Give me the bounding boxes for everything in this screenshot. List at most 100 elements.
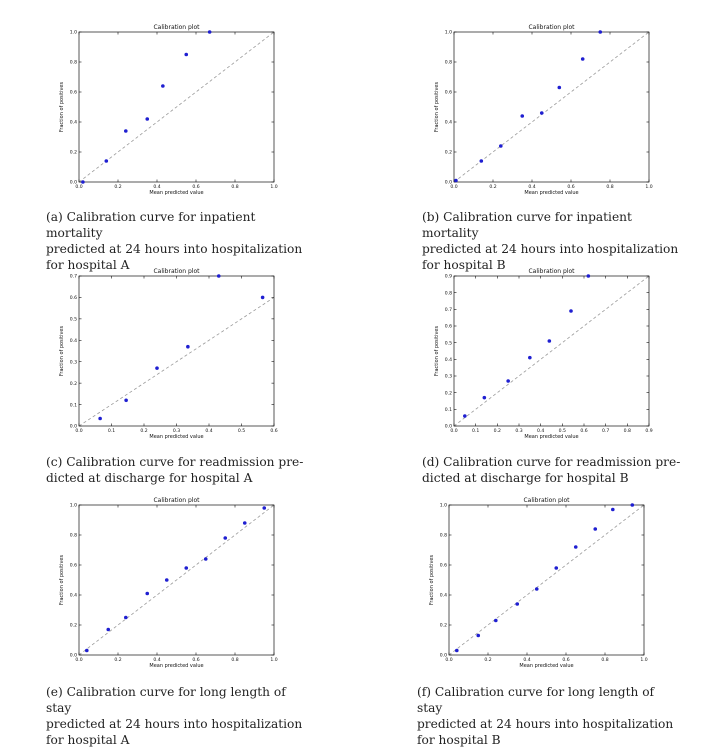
calibration-point	[476, 633, 481, 638]
x-tick-label: 0.7	[602, 428, 609, 434]
x-axis-label: Mean predicted value	[519, 663, 573, 669]
reference-diagonal-line	[78, 31, 275, 183]
y-axis-label: Fraction of positives	[434, 82, 440, 133]
calibration-point	[494, 618, 498, 623]
calibration-point	[186, 344, 190, 349]
x-tick-label: 0.6	[270, 428, 277, 434]
calibration-point	[184, 566, 189, 570]
plot-frame	[78, 31, 275, 183]
calibration-point	[611, 507, 615, 512]
y-tick-label: 1.0	[70, 30, 77, 36]
x-tick-label: 0.2	[114, 184, 121, 190]
y-tick-label: 0.4	[70, 593, 77, 599]
x-axis-label: Mean predicted value	[149, 663, 203, 669]
y-tick-label: 0.0	[440, 653, 447, 659]
calibration-chart-d: Calibration plot 0.0 0.1 0.2 0.3 0.4 0.5 0.6 0.7…	[434, 268, 653, 440]
y-tick-label: 1.0	[445, 30, 452, 36]
y-tick-label: 0.0	[70, 653, 77, 659]
caption-e-line-2: predicted at 24 hours into hospitalizati…	[46, 717, 303, 731]
y-tick-label: 0.2	[445, 150, 452, 156]
x-tick-label: 0.0	[445, 657, 452, 663]
y-tick-label: 0.1	[445, 407, 452, 413]
chart-title: Calibration plot	[153, 497, 200, 504]
y-tick-label: 0.7	[445, 307, 452, 313]
x-tick-label: 1.0	[270, 657, 277, 663]
y-tick-label: 0.0	[445, 424, 452, 430]
y-tick-label: 0.8	[70, 60, 77, 66]
calibration-point	[479, 159, 484, 163]
y-axis-label: Fraction of positives	[59, 82, 65, 133]
calibration-point	[463, 414, 467, 418]
calibration-point	[184, 52, 189, 57]
calibration-point	[598, 30, 603, 34]
reference-diagonal-line	[78, 504, 275, 656]
reference-diagonal-line	[78, 297, 275, 427]
x-tick-label: 0.4	[205, 428, 212, 434]
x-tick-label: 0.1	[108, 428, 115, 434]
calibration-chart-a: Calibration plot 0.0 0.2 0.4 0.6 0.8 1.0 0.0 0.2…	[59, 24, 278, 196]
calibration-point	[145, 117, 150, 121]
y-axis-label: Fraction of positives	[429, 555, 435, 606]
y-tick-label: 0.8	[445, 60, 452, 66]
chart-panel-d: Calibration plot 0.0 0.1 0.2 0.3 0.4 0.5 0.6 0.7…	[430, 266, 660, 444]
calibration-point	[554, 566, 559, 570]
caption-b-line-2: predicted at 24 hours into hospitalizati…	[422, 242, 679, 256]
caption-f-line-1: (f) Calibration curve for long length of…	[417, 685, 655, 715]
y-tick-label: 0.4	[70, 120, 77, 126]
calibration-point	[569, 309, 573, 313]
x-axis-label: Mean predicted value	[149, 434, 203, 440]
caption-c-line-1: (c) Calibration curve for readmission pr…	[46, 455, 304, 469]
calibration-point	[81, 180, 85, 184]
x-tick-label: 0.6	[192, 184, 199, 190]
calibration-point	[124, 398, 128, 403]
x-tick-label: 0.4	[537, 428, 544, 434]
x-tick-label: 0.9	[645, 428, 652, 434]
chart-title: Calibration plot	[528, 268, 575, 275]
x-tick-label: 0.2	[114, 657, 121, 663]
y-tick-label: 0.0	[70, 180, 77, 186]
y-tick-label: 1.0	[70, 503, 77, 509]
chart-title: Calibration plot	[523, 497, 570, 504]
calibration-point	[203, 557, 208, 561]
y-tick-label: 0.5	[70, 317, 77, 323]
chart-panel-a: Calibration plot 0.0 0.2 0.4 0.6 0.8 1.0 0.0 0.2…	[55, 22, 285, 200]
y-tick-label: 0.6	[445, 324, 452, 330]
x-tick-label: 0.5	[559, 428, 566, 434]
y-tick-label: 0.8	[440, 533, 447, 539]
plot-frame	[78, 504, 275, 656]
x-tick-label: 0.0	[75, 428, 82, 434]
calibration-point	[106, 627, 111, 632]
calibration-point	[98, 416, 102, 421]
x-tick-label: 0.4	[523, 657, 530, 663]
calibration-point	[630, 503, 635, 507]
x-axis-label: Mean predicted value	[149, 190, 203, 196]
y-tick-label: 0.9	[445, 274, 452, 280]
x-tick-label: 0.8	[231, 657, 238, 663]
caption-a-line-3: for hospital A	[46, 258, 130, 272]
caption-a-line-2: predicted at 24 hours into hospitalizati…	[46, 242, 303, 256]
calibration-point	[499, 144, 503, 148]
calibration-point	[520, 114, 525, 118]
chart-panel-f: Calibration plot 0.0 0.2 0.4 0.6 0.8 1.0 0.0 0.2…	[425, 495, 655, 673]
calibration-point	[534, 587, 539, 591]
calibration-chart-b: Calibration plot 0.0 0.2 0.4 0.6 0.8 1.0 0.0 0.2…	[434, 24, 653, 196]
calibration-point	[262, 506, 267, 510]
caption-d-line-1: (d) Calibration curve for readmission pr…	[422, 455, 681, 469]
y-axis-label: Fraction of positives	[434, 326, 440, 377]
calibration-point	[124, 129, 128, 133]
reference-diagonal-line	[448, 504, 645, 656]
caption-b-line-3: for hospital B	[422, 258, 506, 272]
x-tick-label: 0.4	[153, 184, 160, 190]
y-tick-label: 0.4	[70, 338, 77, 344]
calibration-point	[580, 57, 585, 61]
calibration-point	[547, 339, 552, 343]
x-tick-label: 0.8	[231, 184, 238, 190]
y-tick-label: 0.5	[445, 340, 452, 346]
plot-frame	[78, 275, 275, 427]
x-tick-label: 0.0	[75, 657, 82, 663]
caption-c-line-2: dicted at discharge for hospital A	[46, 471, 253, 485]
y-tick-label: 0.6	[440, 563, 447, 569]
calibration-chart-f: Calibration plot 0.0 0.2 0.4 0.6 0.8 1.0 0.0 0.2…	[429, 497, 648, 669]
x-tick-label: 0.6	[192, 657, 199, 663]
y-tick-label: 0.7	[70, 274, 77, 280]
